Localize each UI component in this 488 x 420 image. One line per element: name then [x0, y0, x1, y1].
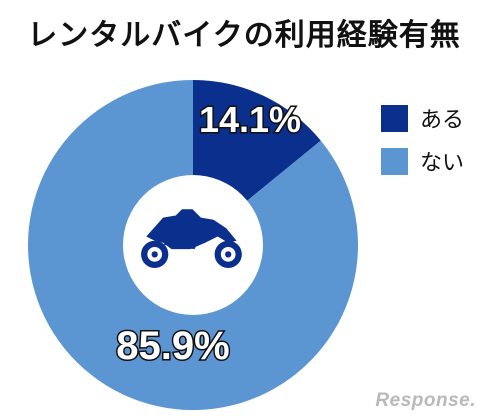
- legend-label: ある: [420, 108, 465, 133]
- motorcycle-icon: [141, 209, 242, 268]
- watermark-logo: Response.: [375, 390, 476, 412]
- legend-swatch: [381, 104, 408, 132]
- watermark-text: Response.: [375, 390, 476, 411]
- chart-title: レンタルバイクの利用経験有無: [27, 18, 461, 53]
- legend-item-nai: ない: [381, 146, 464, 176]
- slice-value-label: 14.1%: [199, 99, 301, 140]
- slice-value-label: 85.9%: [116, 324, 229, 368]
- legend-swatch: [381, 147, 408, 175]
- legend-label: ない: [420, 151, 465, 176]
- legend-item-aru: ある: [381, 103, 464, 133]
